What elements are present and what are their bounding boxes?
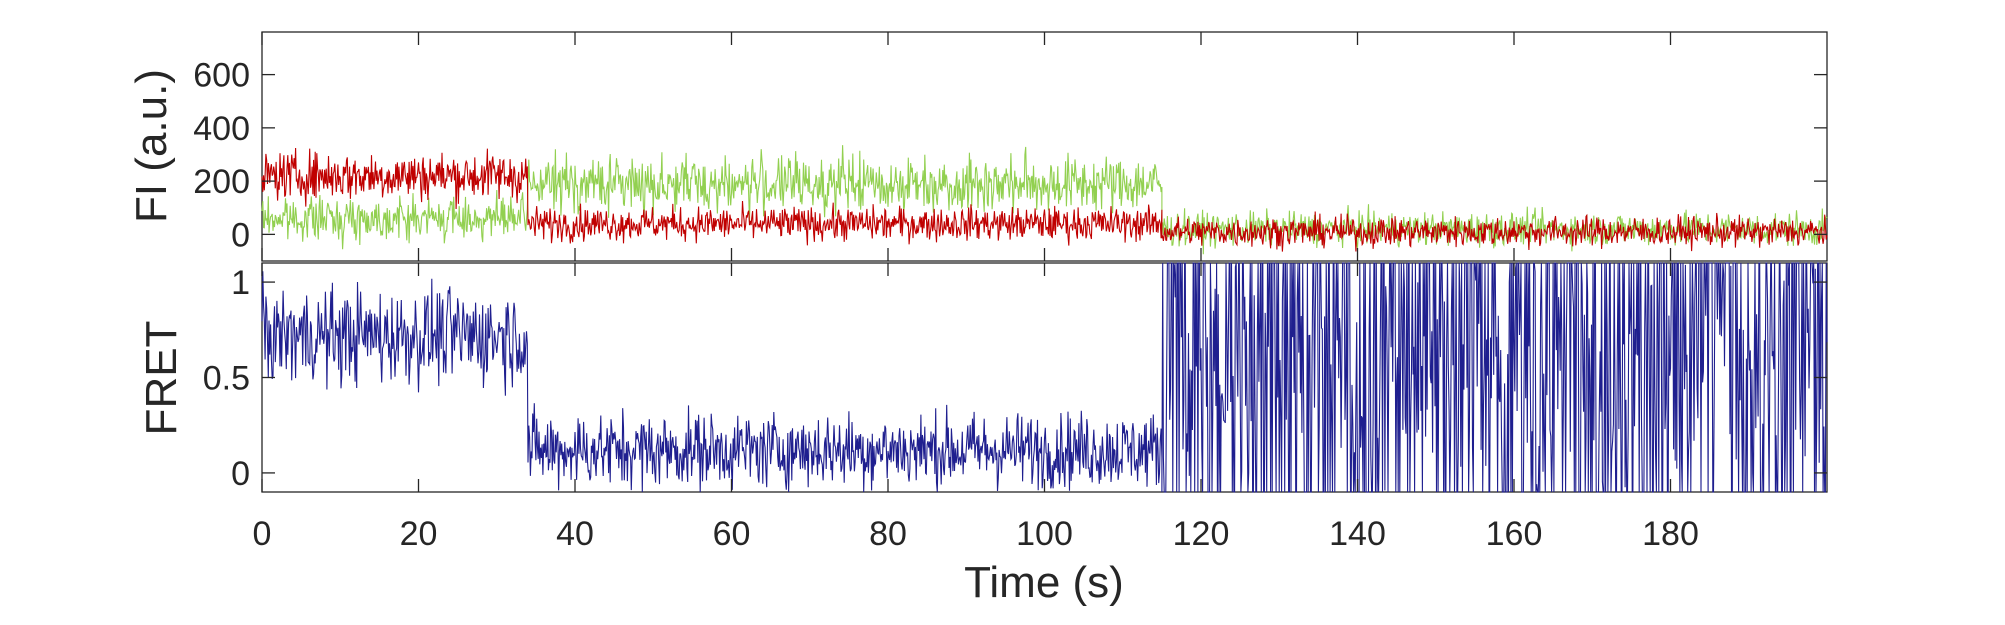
intensity-y-tick-label: 400 [193, 110, 250, 148]
x-tick-label: 80 [869, 515, 907, 553]
fret-y-tick-label: 0.5 [203, 360, 250, 398]
fret-panel: 00.51 0 20 40 60 80 100 120 140 160 180 FRET Time… [137, 32, 1828, 607]
fret-y-axis-label: FRET [137, 321, 186, 436]
time-x-ticks: 0 20 40 60 80 100 120 140 160 180 [253, 32, 1699, 553]
time-x-axis-label: Time (s) [964, 558, 1124, 607]
fret-y-ticks: 00.51 [203, 264, 1827, 493]
x-tick-label: 120 [1173, 515, 1230, 553]
intensity-y-ticks: 0 200 400 600 [193, 57, 1827, 254]
fret-series-0 [261, 262, 1828, 493]
fret-y-tick-label: 1 [231, 264, 250, 302]
x-tick-label: 60 [713, 515, 751, 553]
intensity-traces [261, 145, 1828, 255]
fret-traces [261, 262, 1828, 493]
intensity-y-axis-label: FI (a.u.) [127, 69, 176, 223]
x-tick-label: 140 [1329, 515, 1386, 553]
fret-y-tick-label: 0 [231, 455, 250, 493]
x-tick-label: 180 [1642, 515, 1699, 553]
x-tick-label: 20 [400, 515, 438, 553]
intensity-panel: 0 200 400 600 FI (a.u.) [127, 31, 1828, 262]
intensity-series-1 [261, 147, 1828, 252]
x-tick-label: 0 [253, 515, 272, 553]
x-tick-label: 100 [1016, 515, 1073, 553]
x-tick-label: 40 [556, 515, 594, 553]
intensity-y-tick-label: 600 [193, 57, 250, 95]
x-tick-label: 160 [1486, 515, 1543, 553]
intensity-y-tick-label: 0 [231, 216, 250, 254]
intensity-y-tick-label: 200 [193, 163, 250, 201]
